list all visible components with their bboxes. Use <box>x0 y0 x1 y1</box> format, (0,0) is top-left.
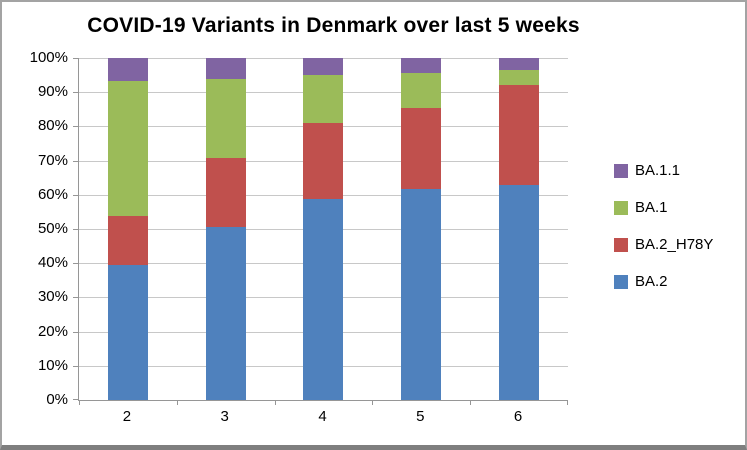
bar-segment-BA.2-week-2 <box>107 264 148 400</box>
y-axis-label: 90% <box>37 83 68 101</box>
bar-segment-BA.2-week-3 <box>205 227 246 400</box>
bar-segment-BA.1-week-3 <box>205 78 246 159</box>
y-axis-label: 30% <box>37 288 68 306</box>
legend-label-BA.2: BA.2 <box>635 273 668 290</box>
x-axis-tick <box>274 400 276 405</box>
x-axis-label-week-3: 3 <box>220 408 229 425</box>
legend-swatch-BA.1.1 <box>614 163 628 178</box>
legend-label-BA.1: BA.1 <box>635 199 668 216</box>
y-axis-label: 80% <box>37 117 68 135</box>
legend-item-BA.1: BA.1 <box>614 199 713 216</box>
bar-segment-BA.1-week-6 <box>499 69 540 85</box>
bar-segment-BA.2_H78Y-week-4 <box>303 122 344 199</box>
legend-item-BA.2_H78Y: BA.2_H78Y <box>614 236 713 253</box>
bar-segment-BA.2_H78Y-week-3 <box>205 158 246 228</box>
y-axis-tick <box>73 331 79 333</box>
bar-segment-BA.2-week-4 <box>303 198 344 400</box>
bar-segment-BA.2_H78Y-week-6 <box>499 84 540 185</box>
bar-week-2 <box>79 58 177 400</box>
stacked-bar-week-3 <box>205 58 246 400</box>
bar-segment-BA.2_H78Y-week-5 <box>401 107 442 189</box>
chart-title: COVID-19 Variants in Denmark over last 5… <box>87 14 580 37</box>
y-axis-label: 40% <box>37 254 68 272</box>
x-axis-tick <box>470 400 472 405</box>
bar-segment-BA.1.1-week-3 <box>205 58 246 79</box>
legend: BA.1.1 BA.1 BA.2_H78Y BA.2 <box>614 162 713 290</box>
bars-container <box>79 58 568 400</box>
y-axis-tick <box>73 194 79 196</box>
legend-label-BA.1.1: BA.1.1 <box>635 162 681 179</box>
legend-item-BA.2: BA.2 <box>614 273 713 290</box>
y-axis-labels: 0% 10% 20% 30% 40% 50% 60% 70% 80% 90% 100% <box>6 49 68 408</box>
x-axis-label-week-4: 4 <box>318 408 327 425</box>
y-axis-tick <box>73 229 79 230</box>
x-axis-label-week-5: 5 <box>416 408 425 425</box>
y-axis-label: 10% <box>37 356 68 374</box>
legend-item-BA.1.1: BA.1.1 <box>614 162 713 179</box>
y-axis-tick <box>73 297 79 299</box>
x-axis-tick <box>567 400 568 405</box>
y-axis-label: 100% <box>29 49 68 66</box>
bar-segment-BA.1.1-week-4 <box>303 58 344 75</box>
stacked-bar-week-2 <box>107 58 148 400</box>
x-axis-labels: 2 3 4 5 6 <box>78 408 567 425</box>
bar-segment-BA.1.1-week-5 <box>401 58 442 74</box>
bar-week-4 <box>275 58 373 400</box>
bar-segment-BA.2-week-6 <box>499 184 540 400</box>
stacked-bar-week-4 <box>303 58 344 400</box>
bar-segment-BA.1-week-2 <box>107 80 148 216</box>
plot-area <box>73 58 568 405</box>
legend-swatch-BA.1 <box>614 200 628 215</box>
y-axis-tick <box>73 58 79 59</box>
y-axis-tick <box>73 126 79 128</box>
bar-week-6 <box>470 58 568 400</box>
x-axis-label-week-6: 6 <box>513 408 523 425</box>
bar-segment-BA.2-week-5 <box>401 188 442 400</box>
y-axis-tick <box>73 365 79 367</box>
bar-segment-BA.1-week-4 <box>303 74 344 123</box>
y-axis-label: 50% <box>37 220 68 237</box>
bar-segment-BA.1.1-week-2 <box>107 58 148 81</box>
y-axis-label: 0% <box>46 391 68 408</box>
y-axis-tick <box>73 399 79 400</box>
legend-swatch-BA.2 <box>614 274 628 289</box>
bar-week-3 <box>177 58 275 400</box>
y-axis-tick <box>73 92 79 94</box>
bar-segment-BA.1-week-5 <box>401 73 442 108</box>
stacked-bar-week-6 <box>499 58 540 400</box>
y-axis-label: 20% <box>37 322 68 340</box>
x-axis-tick <box>372 400 374 405</box>
y-axis-tick <box>73 160 79 162</box>
bar-segment-BA.2_H78Y-week-2 <box>107 215 148 265</box>
y-axis-label: 60% <box>37 185 68 203</box>
x-axis-tick <box>79 400 80 405</box>
legend-label-BA.2_H78Y: BA.2_H78Y <box>635 236 714 253</box>
bar-segment-BA.1.1-week-6 <box>499 58 540 70</box>
y-axis-tick <box>73 263 79 265</box>
legend-swatch-BA.2_H78Y <box>614 237 628 252</box>
bar-week-5 <box>372 58 470 400</box>
x-axis-tick <box>176 400 178 405</box>
x-axis-label-week-2: 2 <box>122 408 132 425</box>
y-axis-label: 70% <box>37 151 68 169</box>
stacked-bar-week-5 <box>401 58 442 400</box>
